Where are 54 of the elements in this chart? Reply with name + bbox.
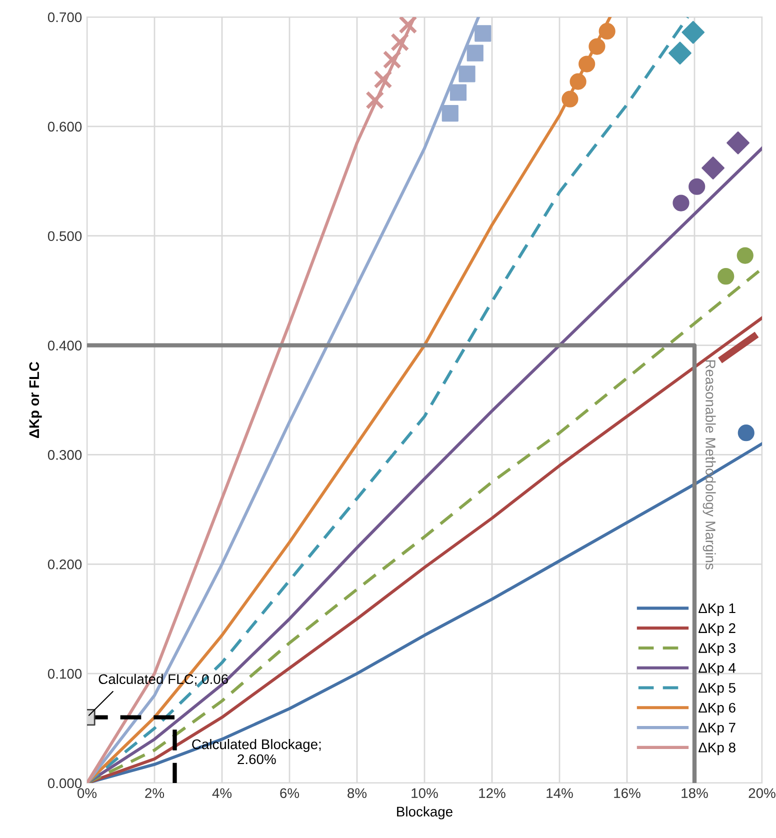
legend-label: ΔKp 6	[698, 702, 736, 716]
point	[738, 424, 754, 442]
legend-label: ΔKp 8	[698, 742, 736, 756]
legend-label: ΔKp 3	[698, 643, 736, 656]
annotation: Reasonable Methodology Margins	[702, 360, 716, 570]
point	[382, 50, 402, 70]
x-tick-label: 16%	[614, 788, 640, 798]
x-axis-title: Blockage	[397, 806, 452, 820]
point	[374, 70, 392, 89]
point	[736, 247, 754, 264]
x-tick-label: 2%	[145, 788, 164, 798]
x-tick-label: 6%	[280, 788, 300, 798]
point	[726, 131, 750, 154]
x-tick-label: 8%	[348, 788, 367, 798]
x-tick-label: 4%	[212, 788, 232, 798]
legend-label: ΔKp 4	[698, 663, 736, 676]
point	[570, 73, 586, 90]
point	[390, 32, 410, 52]
y-tick-label: 0.100	[48, 668, 82, 679]
point	[474, 25, 492, 42]
x-tick-label: 14%	[546, 788, 573, 798]
y-tick-label: 0.200	[48, 559, 82, 570]
x-tick-label: 20%	[748, 788, 776, 798]
x-tick-label: 18%	[682, 788, 708, 798]
point	[682, 20, 705, 44]
y-tick-label: 0.300	[48, 450, 82, 460]
legend-label: ΔKp 5	[698, 683, 736, 696]
point	[458, 66, 476, 82]
point	[450, 84, 467, 101]
point	[588, 38, 606, 55]
y-tick-label: 0.000	[48, 778, 82, 788]
y-axis-title: ΔKp or FLC	[29, 362, 42, 438]
point	[718, 268, 734, 285]
x-tick-label: 10%	[412, 788, 438, 798]
point	[702, 156, 725, 180]
point	[442, 104, 458, 122]
point	[688, 178, 706, 195]
y-tick-label: 0.700	[48, 12, 82, 22]
legend-label: ΔKp 1	[698, 604, 736, 616]
y-tick-label: 0.600	[48, 122, 82, 132]
point	[598, 22, 616, 40]
point	[578, 56, 596, 72]
point	[466, 44, 484, 62]
legend-label: ΔKp 7	[698, 722, 736, 736]
y-tick-label: 0.400	[48, 340, 82, 350]
point	[668, 42, 692, 65]
point	[672, 194, 690, 212]
point	[366, 90, 384, 110]
point	[398, 17, 418, 34]
y-tick-label: 0.500	[48, 231, 82, 242]
legend-label: ΔKp 2	[698, 623, 736, 636]
x-tick-label: 0%	[78, 788, 97, 798]
point	[562, 90, 578, 108]
x-tick-label: 12%	[479, 788, 506, 798]
